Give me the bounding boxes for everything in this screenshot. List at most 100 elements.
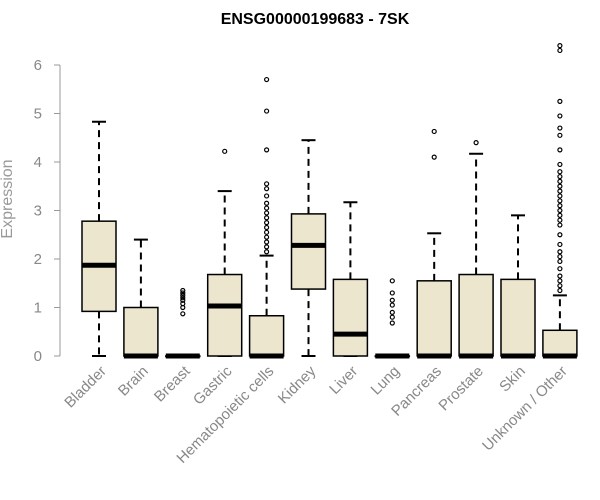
outlier-point xyxy=(557,222,563,228)
box-rect xyxy=(458,273,494,357)
outlier-point xyxy=(180,295,186,301)
x-tick-label-7: Lung xyxy=(368,363,404,399)
boxes xyxy=(81,42,578,359)
outlier-point xyxy=(557,241,563,248)
x-tick-label-9: Prostate xyxy=(435,363,487,415)
box-rect xyxy=(123,306,159,357)
outlier-point xyxy=(557,203,563,209)
outlier-point xyxy=(557,132,563,138)
box-rect xyxy=(332,278,369,357)
box-4 xyxy=(248,76,285,359)
box-rect xyxy=(248,314,285,357)
box-0 xyxy=(81,120,117,357)
box-rect xyxy=(206,273,243,357)
outlier-point xyxy=(557,125,563,131)
outlier-point xyxy=(264,108,270,114)
x-tick-label-5: Kidney xyxy=(275,362,320,407)
outlier-point xyxy=(557,193,563,199)
box-rect xyxy=(500,278,536,357)
box-rect xyxy=(542,329,578,357)
y-tick-label-6: 6 xyxy=(34,57,42,74)
outlier-point xyxy=(180,287,186,294)
box-1 xyxy=(123,238,159,359)
outlier-point xyxy=(264,200,270,206)
y-tick-label-3: 3 xyxy=(34,203,42,220)
outlier-point xyxy=(557,113,563,119)
chart-title: ENSG00000199683 - 7SK xyxy=(221,11,410,28)
outlier-point xyxy=(264,215,270,221)
y-axis-label: Expression xyxy=(0,159,16,238)
outlier-point xyxy=(264,244,270,250)
outlier-point xyxy=(557,42,563,49)
box-8 xyxy=(416,128,452,359)
outlier-point xyxy=(431,128,437,135)
outlier-point xyxy=(557,47,563,54)
outlier-point xyxy=(557,178,563,184)
box-3 xyxy=(206,148,243,357)
box-5 xyxy=(290,139,327,357)
outlier-point xyxy=(431,154,437,160)
outlier-point xyxy=(389,302,395,308)
outlier-point xyxy=(222,148,228,154)
outlier-point xyxy=(389,278,395,284)
x-tick-label-1: Brain xyxy=(115,363,152,400)
outlier-point xyxy=(180,290,186,296)
outlier-point xyxy=(264,239,270,245)
box-2 xyxy=(165,287,201,359)
outlier-point xyxy=(264,147,270,153)
outlier-point xyxy=(557,273,563,279)
y-tick-label-2: 2 xyxy=(34,251,42,268)
outlier-point xyxy=(473,140,479,146)
outlier-point xyxy=(557,169,563,175)
outlier-point xyxy=(264,205,270,211)
x-tick-label-10: Skin xyxy=(496,363,529,396)
y-tick-label-5: 5 xyxy=(34,106,42,123)
outlier-point xyxy=(557,278,563,284)
outlier-point xyxy=(557,287,563,294)
outlier-point xyxy=(264,76,270,83)
outlier-point xyxy=(557,266,563,272)
outlier-point xyxy=(557,161,563,168)
x-tick-label-0: Bladder xyxy=(61,363,110,412)
outlier-point xyxy=(557,147,563,153)
box-rect xyxy=(290,213,327,290)
outlier-point xyxy=(557,207,563,214)
outlier-point xyxy=(557,253,563,260)
box-6 xyxy=(332,201,369,357)
y-tick-label-4: 4 xyxy=(34,154,42,171)
outlier-point xyxy=(180,311,186,317)
outlier-point xyxy=(264,234,270,240)
outlier-point xyxy=(557,258,563,265)
outlier-point xyxy=(180,301,186,307)
x-tick-label-2: Breast xyxy=(151,362,194,405)
outlier-point xyxy=(180,297,186,303)
outlier-point xyxy=(264,224,270,231)
outlier-point xyxy=(389,320,395,326)
outlier-point xyxy=(557,283,563,289)
outlier-point xyxy=(264,220,270,226)
outlier-point xyxy=(389,309,395,315)
outlier-point xyxy=(557,183,563,189)
outlier-point xyxy=(557,173,563,180)
outlier-point xyxy=(389,297,395,303)
outlier-point xyxy=(557,217,563,223)
outlier-point xyxy=(264,186,270,192)
outlier-point xyxy=(557,249,563,255)
box-11 xyxy=(542,42,578,359)
outlier-point xyxy=(264,210,270,216)
box-rect xyxy=(416,280,452,357)
box-10 xyxy=(500,214,536,359)
y-tick-label-1: 1 xyxy=(34,300,42,317)
outlier-point xyxy=(557,232,563,238)
outlier-point xyxy=(557,212,563,218)
outlier-point xyxy=(557,188,563,194)
outlier-point xyxy=(389,314,395,320)
x-tick-label-6: Liver xyxy=(326,363,361,398)
outlier-point xyxy=(264,229,270,235)
outlier-point xyxy=(264,181,270,187)
box-7 xyxy=(374,278,411,359)
box-9 xyxy=(458,140,494,359)
y-tick-label-0: 0 xyxy=(34,348,42,365)
